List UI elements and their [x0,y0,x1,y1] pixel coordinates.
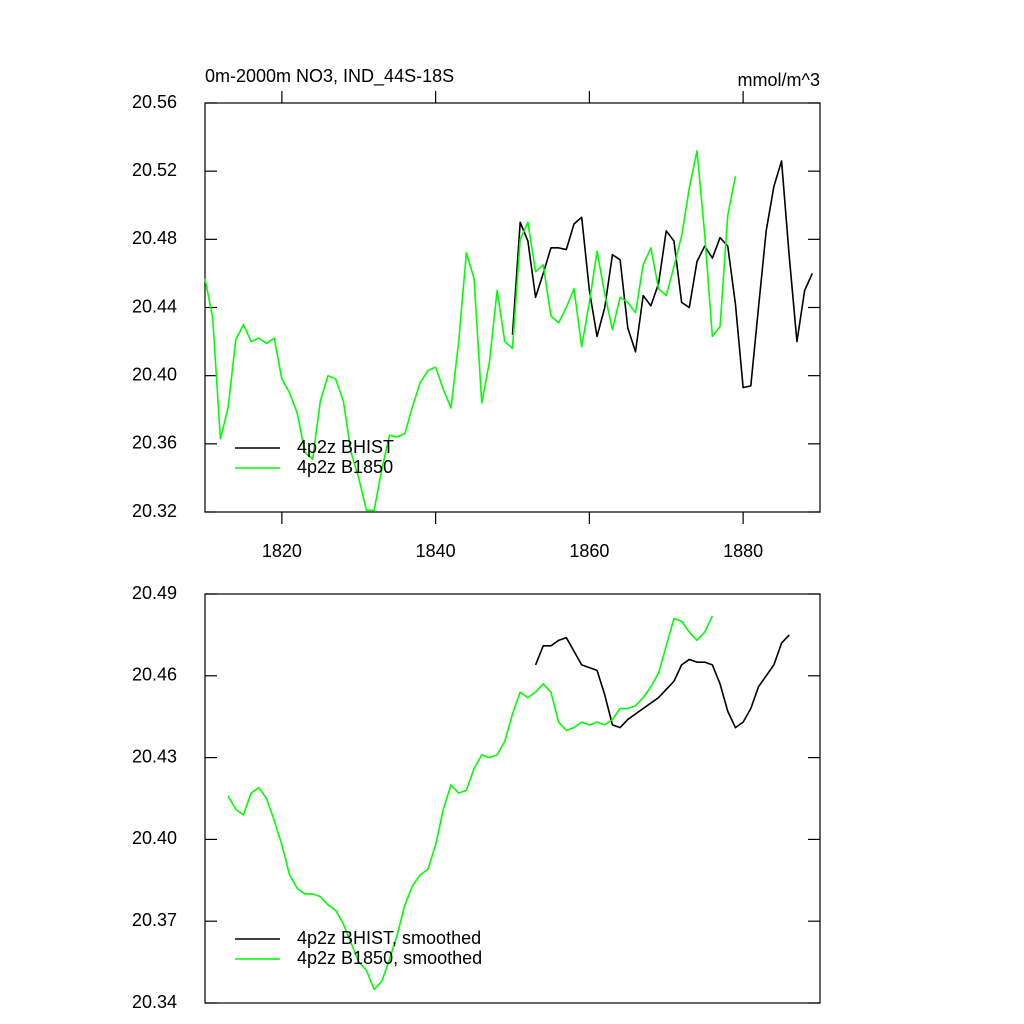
series-line [534,634,790,729]
y-tick-label: 20.49 [132,583,177,603]
x-tick-label: 1820 [262,541,302,561]
legend-label: 4p2z B1850 [297,457,393,477]
y-tick-label: 20.56 [132,92,177,112]
x-tick-label: 1860 [569,541,609,561]
y-tick-label: 20.43 [132,746,177,766]
y-tick-label: 20.32 [132,501,177,521]
y-tick-label: 20.52 [132,160,177,180]
series-line [204,149,737,512]
chart-title: 0m-2000m NO3, IND_44S-18S [205,66,454,87]
y-tick-label: 20.40 [132,828,177,848]
y-tick-label: 20.44 [132,296,177,316]
y-tick-label: 20.37 [132,910,177,930]
legend-label: 4p2z BHIST [297,437,394,457]
plot-frame [204,593,821,1004]
x-tick-label: 1880 [723,541,763,561]
y-tick-label: 20.40 [132,364,177,384]
units-label: mmol/m^3 [738,70,820,90]
series-line [511,160,814,389]
legend-label: 4p2z BHIST, smoothed [297,928,481,948]
legend-label: 4p2z B1850, smoothed [297,948,482,968]
series-line [227,615,714,991]
y-tick-label: 20.34 [132,992,177,1012]
y-tick-label: 20.46 [132,665,177,685]
x-tick-label: 1840 [416,541,456,561]
y-tick-label: 20.48 [132,228,177,248]
y-tick-label: 20.36 [132,433,177,453]
